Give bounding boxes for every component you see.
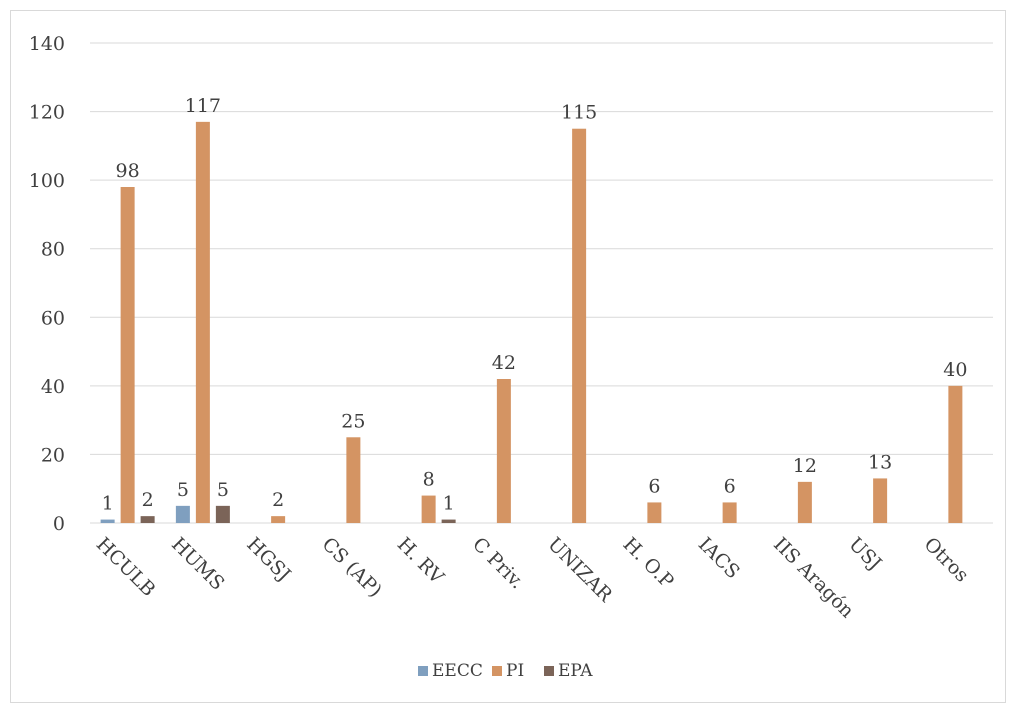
bar-pi-3 (346, 437, 361, 523)
y-axis-ticks: 0 20 40 60 80 100 120 140 (29, 33, 65, 535)
legend: EECC PI EPA (418, 661, 593, 681)
x-tick-label: USJ (844, 533, 885, 574)
x-tick-label: H. RV (393, 533, 448, 588)
x-tick-label: CS (AP) (318, 533, 387, 602)
legend-label-epa: EPA (558, 661, 593, 681)
bar-pi-5 (496, 379, 511, 523)
data-label-pi-9: 12 (793, 455, 817, 477)
data-label-epa-0: 2 (142, 489, 154, 511)
bar-pi-11 (948, 385, 963, 523)
bar-eecc-0 (100, 519, 115, 523)
x-tick-label: IACS (694, 533, 744, 583)
data-label-epa-4: 1 (443, 493, 455, 515)
data-label-pi-0: 98 (116, 160, 140, 182)
bar-epa-4 (441, 519, 456, 523)
data-label-epa-1: 5 (217, 479, 229, 501)
legend-label-pi: PI (506, 661, 524, 681)
bar-pi-2 (271, 516, 286, 523)
bar-pi-4 (421, 495, 436, 523)
x-tick-label: UNIZAR (543, 533, 617, 607)
data-label-pi-1: 117 (185, 95, 221, 117)
x-tick-label: HGSJ (242, 533, 295, 586)
bar-pi-10 (873, 478, 888, 523)
y-tick-label: 100 (29, 170, 65, 192)
x-tick-label: C Priv. (468, 533, 528, 593)
legend-swatch-pi (492, 666, 502, 676)
data-label-pi-5: 42 (492, 352, 516, 374)
data-label-pi-10: 13 (868, 451, 892, 473)
data-label-pi-8: 6 (724, 475, 736, 497)
y-tick-label: 140 (29, 33, 65, 55)
x-tick-label: HCULB (92, 533, 160, 601)
data-label-pi-3: 25 (341, 410, 365, 432)
bars (100, 121, 963, 523)
data-label-eecc-1: 5 (177, 479, 189, 501)
bar-pi-9 (797, 481, 812, 523)
legend-label-eecc: EECC (432, 661, 483, 681)
data-label-pi-2: 2 (272, 489, 284, 511)
data-label-pi-6: 115 (561, 102, 597, 124)
x-axis-ticks: HCULB HUMS HGSJ CS (AP) H. RV C Priv. UNIZAR H.… (92, 533, 973, 622)
bar-epa-0 (140, 516, 155, 523)
bar-epa-1 (215, 505, 230, 523)
bar-eecc-1 (175, 505, 190, 523)
y-tick-label: 20 (41, 444, 65, 466)
data-label-pi-4: 8 (423, 469, 435, 491)
y-tick-label: 40 (41, 376, 65, 398)
data-label-pi-7: 6 (648, 475, 660, 497)
y-tick-label: 0 (53, 513, 65, 535)
x-tick-label: Otros (920, 533, 973, 586)
bar-pi-0 (120, 187, 135, 523)
chart-frame (10, 10, 1006, 703)
data-label-eecc-0: 1 (102, 493, 114, 515)
y-tick-label: 120 (29, 102, 65, 124)
legend-swatch-epa (544, 666, 554, 676)
bar-pi-1 (195, 121, 210, 523)
data-label-pi-11: 40 (943, 359, 967, 381)
x-tick-label: IIS Aragón (769, 533, 858, 622)
y-tick-label: 60 (41, 307, 65, 329)
legend-swatch-eecc (418, 666, 428, 676)
bar-pi-6 (572, 128, 587, 523)
y-tick-label: 80 (41, 239, 65, 261)
gridlines (90, 42, 993, 524)
x-tick-label: HUMS (167, 533, 229, 595)
x-tick-label: H. O.P (619, 533, 679, 593)
bar-pi-7 (647, 502, 662, 523)
bar-pi-8 (722, 502, 737, 523)
